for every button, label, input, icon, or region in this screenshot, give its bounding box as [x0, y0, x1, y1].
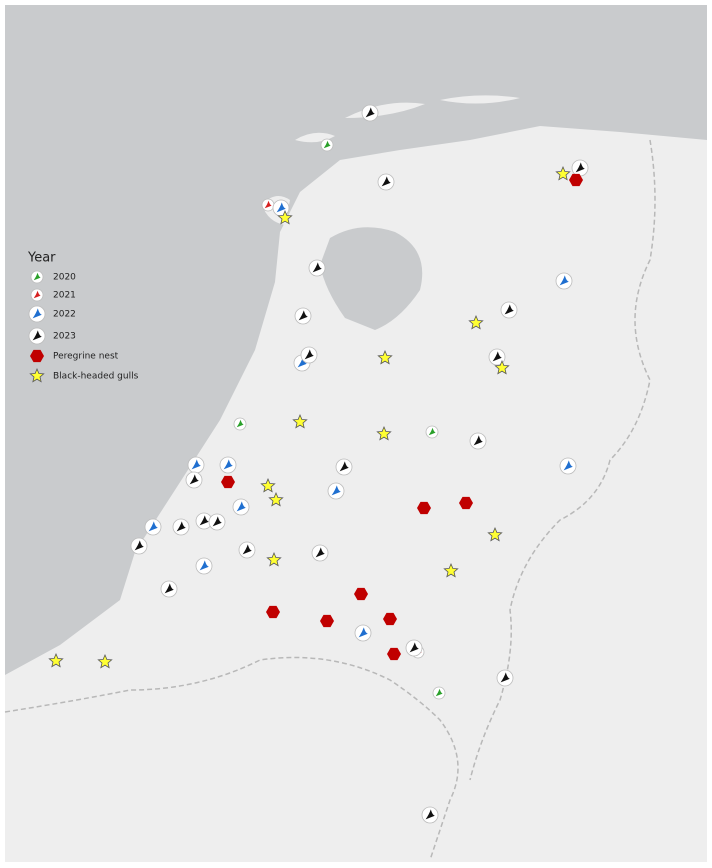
gull-star [494, 359, 510, 375]
bird-icon [428, 427, 436, 436]
bird-icon [297, 357, 307, 368]
bird-icon [264, 200, 272, 209]
bird-icon [365, 107, 375, 118]
bird-icon [492, 351, 502, 362]
peregrine-nest [320, 614, 334, 628]
bird-icon [559, 275, 569, 286]
legend-label: Peregrine nest [53, 352, 119, 362]
peregrine-nest [30, 349, 44, 363]
bird-icon [236, 501, 246, 512]
bird-icon [276, 202, 286, 213]
bird-icon [425, 809, 435, 820]
gull-star [268, 491, 284, 507]
bird-icon [33, 290, 41, 299]
gull-star [29, 367, 45, 383]
gull-star [97, 653, 113, 669]
bird-icon [176, 521, 186, 532]
gull-star [277, 209, 293, 225]
border-south [4, 656, 459, 861]
legend-label: 2023 [53, 332, 76, 342]
bird-icon [148, 521, 158, 532]
peregrine-nest [569, 173, 583, 187]
bird-icon [134, 540, 144, 551]
gull-star [468, 314, 484, 330]
bird-icon [191, 459, 201, 470]
bird-icon [32, 330, 42, 341]
peregrine-nest [459, 496, 473, 510]
legend-label: 2022 [53, 310, 76, 320]
bird-icon [199, 515, 209, 526]
legend-label: 2020 [53, 273, 76, 283]
legend-title: Year [27, 251, 56, 266]
bird-icon [212, 516, 222, 527]
bird-icon [473, 435, 483, 446]
bird-icon [164, 583, 174, 594]
bird-icon [223, 459, 233, 470]
bird-icon [242, 544, 252, 555]
gull-star [266, 551, 282, 567]
peregrine-nest [387, 647, 401, 661]
gull-star [260, 477, 276, 493]
bird-icon [500, 672, 510, 683]
gull-star [376, 425, 392, 441]
peregrine-nest [221, 475, 235, 489]
peregrine-nest [417, 501, 431, 515]
peregrine-nest [383, 612, 397, 626]
gull-star [487, 526, 503, 542]
gull-star [377, 349, 393, 365]
legend-label: 2021 [53, 291, 76, 301]
bird-icon [339, 461, 349, 472]
peregrine-nest [354, 587, 368, 601]
bird-icon [358, 627, 368, 638]
bird-icon [33, 272, 41, 281]
legend-label: Black-headed gulls [53, 372, 139, 382]
bird-icon [504, 304, 514, 315]
bird-icon [312, 262, 322, 273]
lake [320, 227, 423, 330]
bird-icon [315, 547, 325, 558]
bird-icon [331, 485, 341, 496]
bird-icon [323, 140, 331, 149]
bird-icon [298, 310, 308, 321]
gull-star [48, 652, 64, 668]
markers [48, 104, 589, 824]
bird-icon [435, 688, 443, 697]
land [5, 126, 707, 862]
bird-icon [304, 349, 314, 360]
gull-star [443, 562, 459, 578]
bird-icon [236, 419, 244, 428]
bird-icon [575, 162, 585, 173]
legend: Year 2020 2021 2022 2023 Peregrine nest Black… [27, 251, 139, 383]
peregrine-nest [266, 605, 280, 619]
bird-icon [189, 474, 199, 485]
bird-icon [409, 642, 419, 653]
bird-icon [563, 460, 573, 471]
gull-star [555, 165, 571, 181]
gull-star [292, 413, 308, 429]
bird-icon [199, 560, 209, 571]
bird-icon [32, 308, 42, 319]
bird-icon [381, 176, 391, 187]
